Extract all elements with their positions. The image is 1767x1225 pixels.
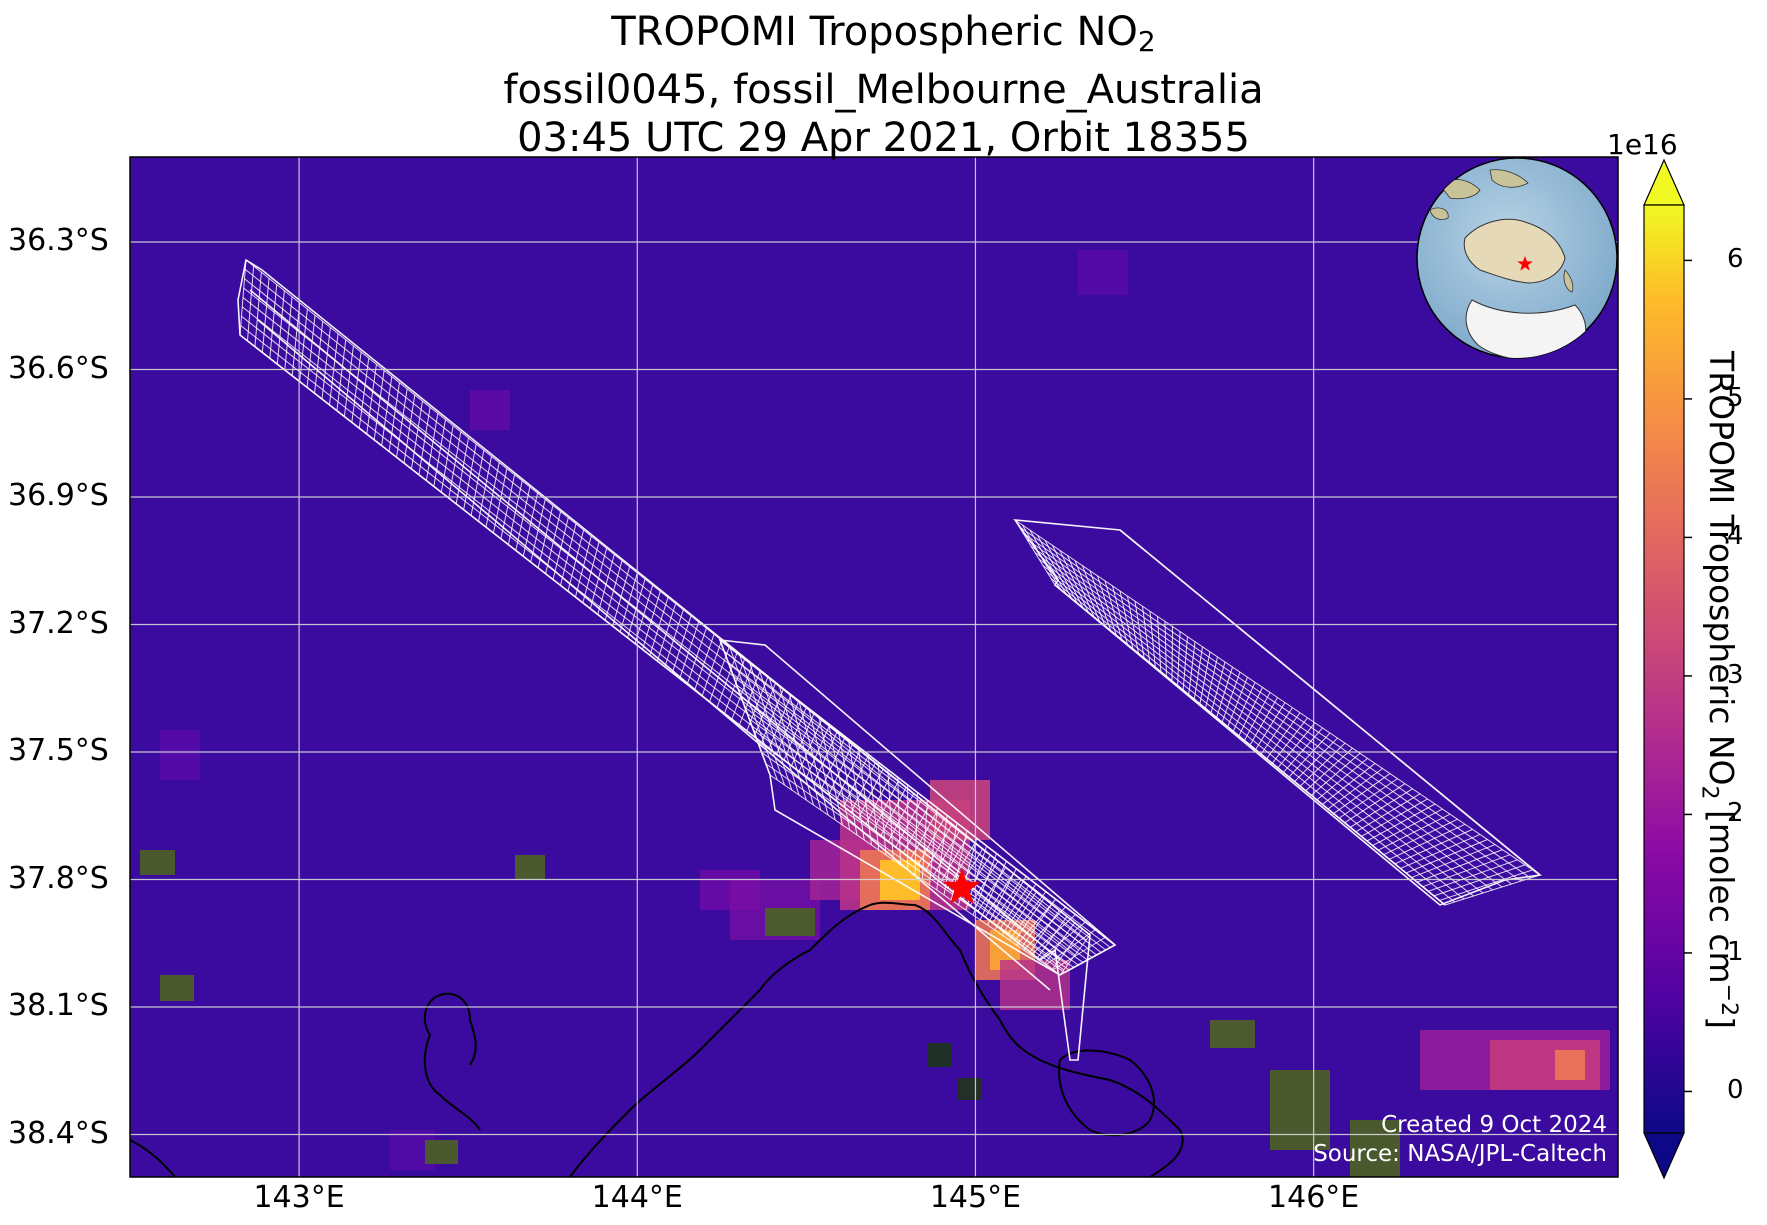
swath-grid-2	[1014, 519, 1541, 906]
colorbar	[1643, 158, 1692, 1180]
inset-globe	[1416, 157, 1618, 359]
graticule	[130, 157, 1618, 1177]
colorbar-label-units: [molec cm	[1702, 799, 1741, 984]
figure-title: TROPOMI Tropospheric NO2 fossil0045, fos…	[0, 8, 1767, 162]
title-line-1: TROPOMI Tropospheric NO2	[0, 8, 1767, 66]
map-frame	[129, 156, 1619, 1178]
lat-tick-label: 36.9°S	[8, 478, 109, 513]
no2-field	[130, 250, 1610, 1177]
title-text: TROPOMI Tropospheric NO	[611, 9, 1138, 55]
colorbar-exponent: 1e16	[1607, 128, 1678, 161]
colorbar-tick-label: 5	[1727, 382, 1744, 413]
swath-grid-1	[239, 259, 1116, 976]
target-star-marker	[943, 868, 981, 905]
title-line-3: 03:45 UTC 29 Apr 2021, Orbit 18355	[517, 115, 1250, 161]
title-line-2: fossil0045, fossil_Melbourne_Australia	[503, 67, 1264, 113]
lat-tick-label: 37.8°S	[8, 860, 109, 896]
colorbar-tick-label: 3	[1727, 659, 1744, 690]
lat-tick-label: 37.2°S	[8, 605, 109, 641]
lon-tick-label: 146°E	[1268, 1180, 1360, 1215]
map-background	[130, 157, 1618, 1177]
colorbar-label-subscript: 2	[1696, 785, 1722, 800]
title-subscript: 2	[1137, 25, 1156, 58]
lat-tick-label: 36.3°S	[8, 223, 109, 258]
lat-tick-label: 37.5°S	[8, 733, 109, 768]
colorbar-label-text: TROPOMI Tropospheric NO	[1702, 351, 1741, 786]
colorbar-label-superscript: −2	[1716, 983, 1741, 1017]
colorbar-label-close: ]	[1702, 1016, 1741, 1029]
lat-tick-label: 38.4°S	[8, 1115, 109, 1151]
colorbar-tick-label: 6	[1727, 244, 1744, 275]
colorbar-label: TROPOMI Tropospheric NO2 [molec cm−2]	[1696, 351, 1741, 1029]
colorbar-tick-label: 0	[1727, 1075, 1744, 1106]
lat-tick-label: 36.6°S	[8, 350, 109, 386]
colorbar-tick-label: 1	[1727, 936, 1744, 967]
lat-tick-label: 38.1°S	[8, 988, 109, 1023]
source-credit: Source: NASA/JPL-Caltech	[1313, 1141, 1607, 1167]
lon-tick-label: 145°E	[929, 1180, 1022, 1215]
created-credit: Created 9 Oct 2024	[1381, 1112, 1607, 1138]
colorbar-tick-label: 4	[1727, 521, 1744, 552]
colorbar-tick-label: 2	[1727, 798, 1744, 829]
lon-tick-label: 143°E	[253, 1180, 345, 1215]
lon-tick-label: 144°E	[591, 1180, 683, 1215]
